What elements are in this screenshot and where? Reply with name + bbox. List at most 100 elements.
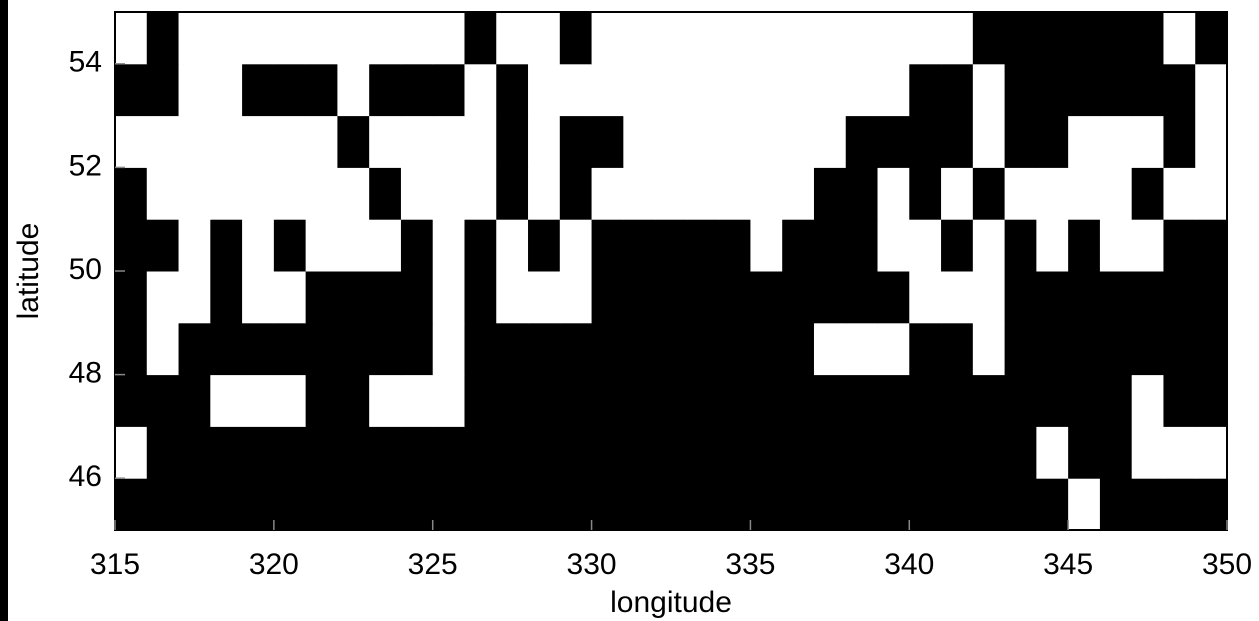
cell [400, 426, 434, 479]
cell [909, 115, 942, 168]
cell [1099, 167, 1133, 220]
cell [1163, 322, 1196, 376]
cell [528, 426, 561, 479]
cell [813, 12, 847, 65]
cell [242, 219, 275, 272]
cell [1163, 219, 1196, 272]
cell [115, 322, 148, 376]
cell [1004, 322, 1037, 376]
cell [210, 322, 243, 376]
cell [273, 63, 307, 117]
cell [273, 374, 307, 427]
cell [432, 322, 465, 376]
cell [909, 12, 942, 65]
cell [1163, 115, 1196, 168]
cell [528, 271, 561, 324]
cell [972, 271, 1006, 324]
cell [591, 12, 624, 65]
cell [1195, 322, 1228, 376]
cell [813, 322, 847, 376]
cell [400, 374, 434, 427]
cell [115, 374, 148, 427]
cell [242, 374, 275, 427]
x-tick-label: 325 [408, 548, 458, 581]
cell [750, 12, 783, 65]
cell [591, 219, 624, 272]
cell [559, 12, 593, 65]
cell [782, 167, 815, 220]
cell [1068, 374, 1101, 427]
cell [1131, 478, 1164, 531]
cell [877, 219, 910, 272]
cell [941, 167, 974, 220]
cell [1004, 115, 1037, 168]
cell [1068, 63, 1101, 117]
cell [432, 374, 465, 427]
cell [1004, 167, 1037, 220]
cell [178, 478, 211, 531]
cell [464, 219, 497, 272]
cell [305, 271, 338, 324]
cell [178, 322, 211, 376]
cell [369, 426, 402, 479]
cell [242, 63, 275, 117]
cell [877, 322, 910, 376]
cell [782, 478, 815, 531]
cell [1004, 12, 1037, 65]
cell [115, 63, 148, 117]
cell [210, 374, 243, 427]
cell [1004, 271, 1037, 324]
cell [559, 478, 593, 531]
cell [972, 322, 1006, 376]
y-tick-label: 52 [69, 149, 102, 182]
cell [464, 426, 497, 479]
cell [813, 374, 847, 427]
cell [400, 115, 434, 168]
cell [1036, 426, 1069, 479]
cell [972, 374, 1006, 427]
cell [623, 374, 656, 427]
cell [1195, 426, 1228, 479]
cell [242, 167, 275, 220]
cell [305, 322, 338, 376]
cell [972, 12, 1006, 65]
cell [813, 219, 847, 272]
cell [623, 478, 656, 531]
cell [941, 219, 974, 272]
cell [1163, 271, 1196, 324]
y-tick-label: 54 [69, 46, 102, 79]
cell [750, 478, 783, 531]
cell [813, 426, 847, 479]
cell [496, 167, 529, 220]
x-tick-label: 315 [90, 548, 140, 581]
cell [845, 219, 879, 272]
cell [1195, 374, 1228, 427]
x-tick-label: 340 [884, 548, 934, 581]
cell [972, 167, 1006, 220]
cell [242, 12, 275, 65]
cell [115, 271, 148, 324]
cell [877, 167, 910, 220]
cell [1036, 167, 1069, 220]
cell [1068, 219, 1101, 272]
cell [273, 115, 307, 168]
cell [813, 115, 847, 168]
cell [1036, 12, 1069, 65]
cell [432, 219, 465, 272]
cell [528, 219, 561, 272]
y-tick-label: 46 [69, 460, 102, 493]
cell [1099, 478, 1133, 531]
cell [1099, 12, 1133, 65]
cell [305, 63, 338, 117]
cell [1068, 115, 1101, 168]
cell [845, 426, 879, 479]
cell [432, 426, 465, 479]
cell [432, 115, 465, 168]
cell [178, 12, 211, 65]
cell [750, 322, 783, 376]
cell [528, 374, 561, 427]
cell [464, 115, 497, 168]
x-tick-label: 320 [249, 548, 299, 581]
cell [337, 167, 370, 220]
cell [782, 63, 815, 117]
